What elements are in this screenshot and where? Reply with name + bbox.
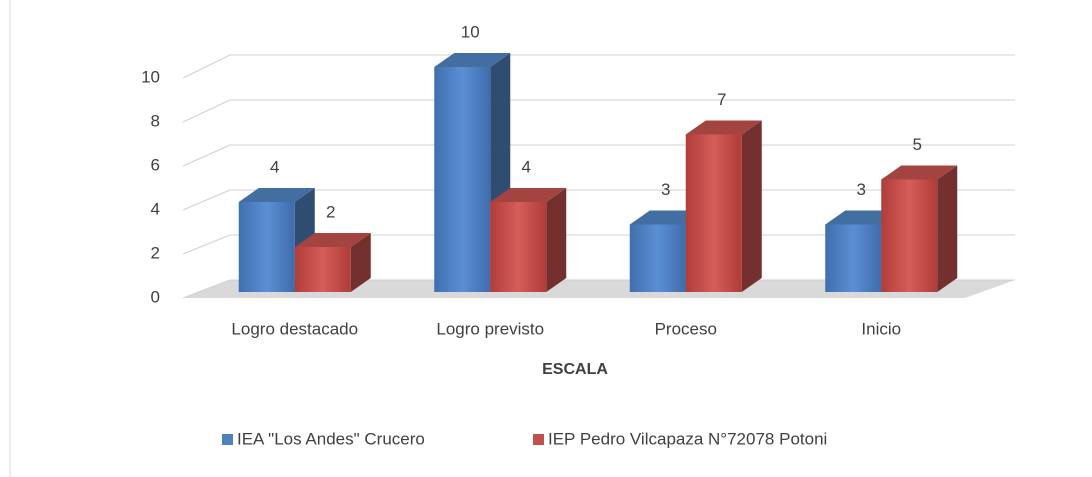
legend-label: IEP Pedro Vilcapaza N°72078 Potoni [548,429,827,448]
grid-line [182,144,231,167]
bar-face [881,165,958,180]
value-label: 4 [270,157,279,176]
x-tick-label: Logro destacado [231,319,358,338]
x-tick-label: Logro previsto [436,319,544,338]
bar-face [294,247,351,292]
floor [183,280,1015,298]
bar-face [434,67,491,292]
grid-line [182,279,231,299]
bar-face [685,134,742,292]
value-label: 4 [522,157,531,176]
bar-face [881,179,938,292]
value-label: 2 [326,202,335,221]
bar-face [490,188,567,202]
value-label: 5 [913,135,922,154]
bar-face [238,188,315,202]
y-tick-label: 6 [151,155,160,174]
bar [294,233,371,292]
bar-face [238,202,295,292]
y-tick-label: 10 [141,67,160,86]
legend-swatch [222,434,233,445]
bar-face [825,224,882,292]
grid-line [182,189,231,211]
legend-swatch [533,434,544,445]
bar-face [741,120,762,292]
value-label: 10 [461,22,480,41]
bar [881,165,958,292]
value-label: 3 [857,180,866,199]
x-tick-label: Inicio [861,319,901,338]
value-label: 3 [661,180,670,199]
x-axis-title: ESCALA [542,361,608,378]
bar-face [546,188,567,292]
value-label: 7 [717,90,726,109]
bar-face [629,224,686,292]
bar-face [490,202,547,292]
y-tick-label: 0 [151,287,160,306]
grid-line [182,54,231,79]
bar-face [685,120,762,135]
bar-face [434,53,511,67]
grid-line [182,234,231,255]
bar [490,188,567,292]
legend-label: IEA "Los Andes" Crucero [237,429,425,448]
bar-face [937,165,958,292]
x-tick-label: Proceso [655,319,717,338]
grid-line [182,99,231,123]
bar-face [294,233,371,247]
bar [685,120,762,292]
bar-face [350,233,371,292]
y-tick-label: 4 [151,199,160,218]
y-tick-label: 2 [151,243,160,262]
y-tick-label: 8 [151,111,160,130]
